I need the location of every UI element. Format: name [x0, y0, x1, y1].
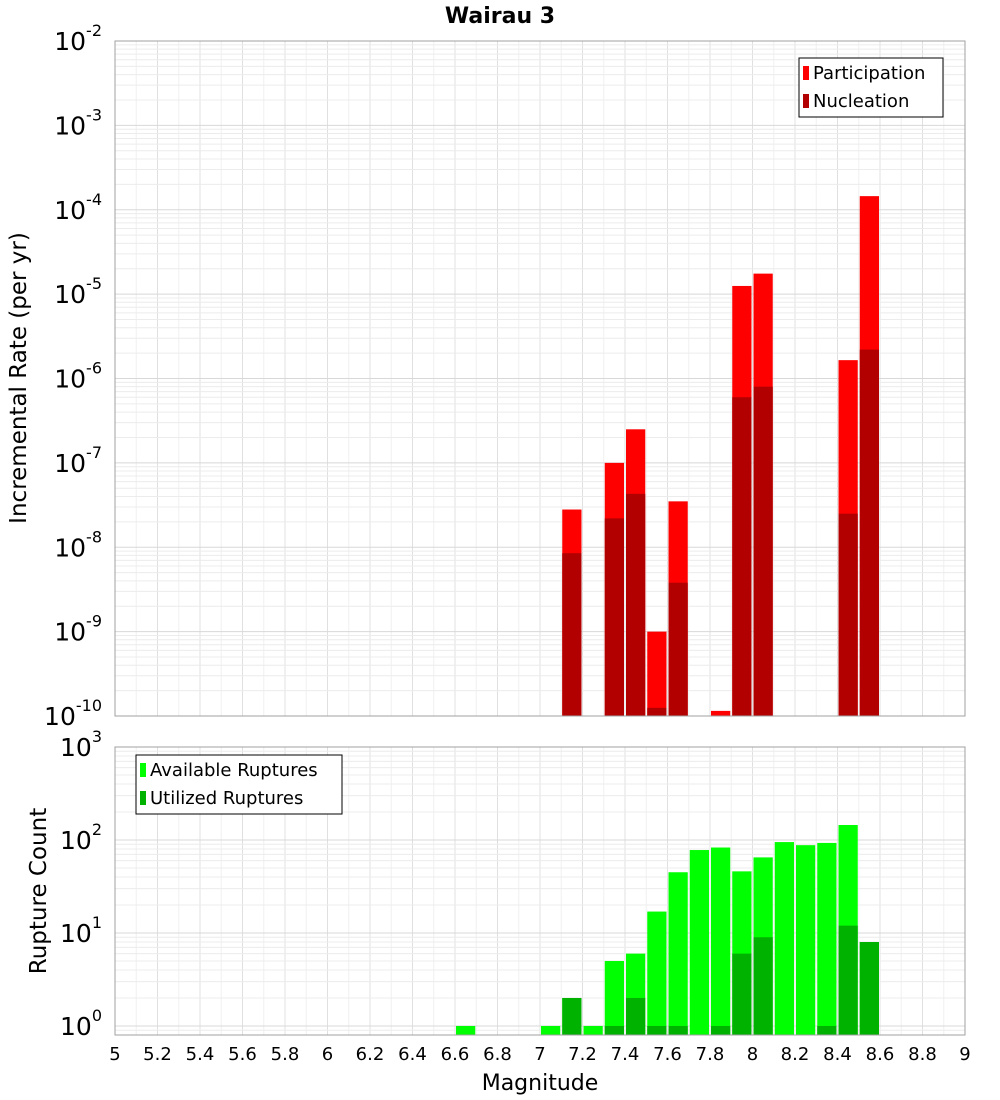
rate-y-tick-label: 10-2: [54, 21, 102, 56]
rupture-y-tick-label: 100: [60, 1006, 102, 1041]
rate-y-tick-label: 10-9: [54, 612, 102, 647]
rate-nucleation-bar: [732, 397, 752, 716]
rupture-available-ruptures-bar: [774, 842, 794, 1035]
rupture-available-ruptures-bar: [604, 960, 624, 1035]
rate-participation-bar: [711, 710, 731, 716]
top-y-axis-label: Incremental Rate (per yr): [6, 232, 32, 524]
x-tick-label: 6.8: [483, 1044, 512, 1065]
rupture-available-ruptures-bar: [541, 1025, 561, 1035]
rupture-utilized-ruptures-bar: [817, 1025, 837, 1035]
x-tick-label: 5: [109, 1044, 120, 1065]
available-ruptures-legend-swatch: [140, 763, 146, 777]
x-tick-label: 9: [959, 1044, 970, 1065]
rate-nucleation-bar: [626, 493, 646, 716]
x-tick-label: 7.8: [696, 1044, 725, 1065]
rupture-legend-box: [135, 754, 343, 815]
x-tick-label: 8.4: [823, 1044, 852, 1065]
rate-nucleation-bar: [753, 386, 773, 716]
participation-legend-label: Participation: [813, 63, 925, 84]
rupture-utilized-ruptures-bar: [711, 1025, 731, 1035]
rupture-available-ruptures-bar: [583, 1025, 603, 1035]
rate-nucleation-bar: [838, 513, 858, 716]
rupture-utilized-ruptures-bar: [859, 942, 879, 1035]
rate-y-tick-label: 10-7: [54, 443, 102, 478]
rupture-utilized-ruptures-bar: [626, 997, 646, 1035]
utilized-ruptures-legend-label: Utilized Ruptures: [150, 788, 303, 809]
participation-legend-swatch: [803, 66, 809, 80]
utilized-ruptures-legend-swatch: [140, 791, 146, 805]
x-tick-label: 6.6: [441, 1044, 470, 1065]
x-tick-label: 5.8: [271, 1044, 300, 1065]
rate-nucleation-bar: [604, 518, 624, 716]
rate-legend-box: [798, 57, 944, 118]
rate-nucleation-bar: [668, 582, 688, 716]
x-tick-label: 8.6: [866, 1044, 895, 1065]
available-ruptures-legend-label: Available Ruptures: [150, 760, 318, 781]
rate-y-tick-label: 10-5: [54, 274, 102, 309]
rate-participation-bar: [647, 631, 667, 716]
rate-y-tick-label: 10-6: [54, 359, 102, 394]
rate-plot-frame: [114, 40, 966, 717]
x-tick-label: 7.6: [653, 1044, 682, 1065]
rupture-available-ruptures-bar: [817, 842, 837, 1035]
rupture-y-tick-label: 102: [60, 820, 102, 855]
rate-y-tick-label: 10-8: [54, 527, 102, 562]
nucleation-legend-label: Nucleation: [813, 91, 909, 112]
rate-nucleation-bar: [562, 553, 582, 716]
x-tick-label: 6: [322, 1044, 333, 1065]
rupture-y-tick-label: 101: [60, 913, 102, 948]
x-tick-label: 5.6: [228, 1044, 257, 1065]
x-tick-label: 5.2: [143, 1044, 172, 1065]
rupture-y-tick-label: 103: [60, 727, 102, 762]
rupture-utilized-ruptures-bar: [753, 937, 773, 1035]
nucleation-legend-swatch: [803, 94, 809, 108]
rupture-utilized-ruptures-bar: [604, 1025, 624, 1035]
x-tick-label: 8.2: [781, 1044, 810, 1065]
x-tick-label: 6.2: [356, 1044, 385, 1065]
rupture-utilized-ruptures-bar: [562, 997, 582, 1035]
x-axis-label: Magnitude: [482, 1071, 599, 1096]
rupture-available-ruptures-bar: [689, 850, 709, 1035]
rate-nucleation-bar: [859, 349, 879, 716]
x-tick-label: 8.8: [908, 1044, 937, 1065]
rupture-available-ruptures-bar: [647, 911, 667, 1035]
rate-legend: Participation Nucleation: [798, 57, 944, 118]
rupture-available-ruptures-bar: [711, 847, 731, 1035]
rate-nucleation-bar: [647, 707, 667, 716]
rate-plot-panel: 10-10 10-9 10-8 10-7 10-6 10-5 10-4 10-3 10-2: [44, 21, 966, 731]
x-tick-label: 7: [534, 1044, 545, 1065]
x-tick-label: 8: [747, 1044, 758, 1065]
rupture-available-ruptures-bar: [796, 845, 816, 1035]
bottom-y-axis-label: Rupture Count: [26, 808, 52, 974]
rupture-utilized-ruptures-bar: [838, 925, 858, 1035]
x-tick-label: 5.4: [186, 1044, 215, 1065]
rate-y-tick-label: 10-3: [54, 105, 102, 140]
rupture-utilized-ruptures-bar: [647, 1025, 667, 1035]
rupture-utilized-ruptures-bar: [732, 953, 752, 1035]
rate-y-tick-label: 10-10: [44, 696, 102, 731]
chart-title: Wairau 3: [445, 4, 555, 29]
x-tick-label: 7.4: [611, 1044, 640, 1065]
rupture-available-ruptures-bar: [456, 1025, 476, 1035]
x-tick-label: 7.2: [568, 1044, 597, 1065]
rate-y-tick-label: 10-4: [54, 190, 102, 225]
rupture-legend: Available Ruptures Utilized Ruptures: [135, 754, 343, 815]
rupture-plot-frame: [114, 746, 966, 1036]
rupture-available-ruptures-bar: [668, 872, 688, 1035]
rupture-utilized-ruptures-bar: [668, 1025, 688, 1035]
x-tick-label: 6.4: [398, 1044, 427, 1065]
